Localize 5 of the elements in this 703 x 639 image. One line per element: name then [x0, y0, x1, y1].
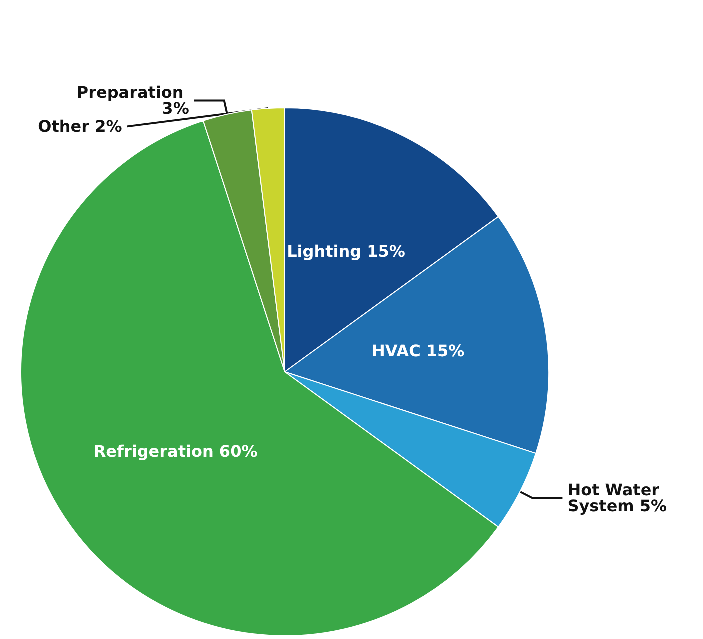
slice-label: Hot Water System 5%: [568, 480, 668, 516]
slice-label: Other 2%: [38, 117, 122, 136]
slice-label: Lighting 15%: [287, 242, 406, 262]
slice-label: HVAC 15%: [372, 341, 465, 360]
slice-label: Refrigeration 60%: [94, 442, 258, 461]
